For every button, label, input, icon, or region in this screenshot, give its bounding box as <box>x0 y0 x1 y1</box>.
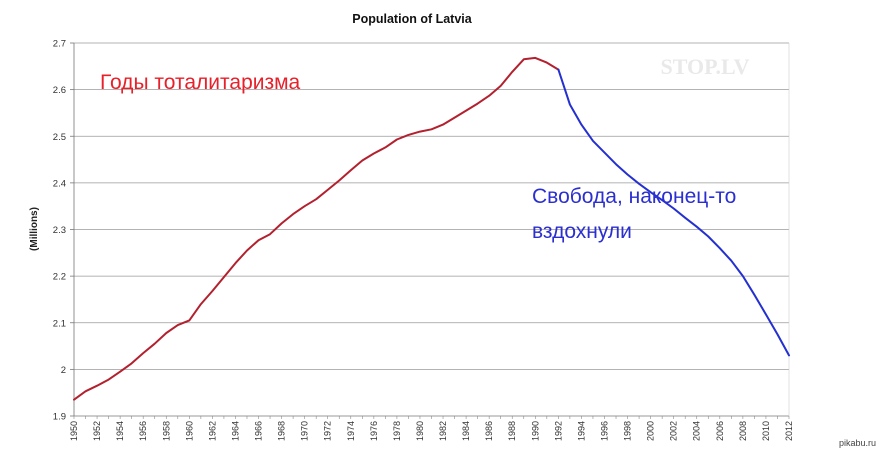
x-tick-label: 1958 <box>161 421 171 441</box>
gridlines <box>74 42 789 370</box>
chart-title: Population of Latvia <box>352 12 472 26</box>
annotation-freedom-line2: вздохнули <box>532 220 632 243</box>
x-tick-label: 1996 <box>599 421 609 441</box>
y-tick-label: 2 <box>61 365 66 376</box>
x-tick-label: 1994 <box>576 421 586 441</box>
x-tick-label: 1970 <box>300 421 310 441</box>
y-tick-label: 2.1 <box>53 318 66 329</box>
series-lines <box>73 56 790 401</box>
y-tick-labels: 1.9 2 2.1 2.2 2.3 2.4 2.5 2.6 2.7 <box>53 39 66 423</box>
x-tick-label: 2006 <box>715 421 725 441</box>
y-axis-label: (Millions) <box>29 207 40 251</box>
axes <box>70 42 790 419</box>
x-tick-label: 2002 <box>669 421 679 441</box>
x-tick-label: 1998 <box>623 421 633 441</box>
x-tick-label: 1992 <box>553 421 563 441</box>
x-tick-label: 1984 <box>461 421 471 441</box>
y-tick-label: 2.2 <box>53 272 66 283</box>
x-tick-label: 1960 <box>184 421 194 441</box>
x-tick-label: 2000 <box>646 421 656 441</box>
x-tick-label: 1980 <box>415 421 425 441</box>
series-line-2 <box>557 68 790 357</box>
watermark-text: STOP.LV <box>660 54 749 79</box>
x-tick-label: 1950 <box>69 421 79 441</box>
x-tick-label: 1952 <box>92 421 102 441</box>
annotation-freedom-line1: Свобода, наконец-то <box>532 185 736 208</box>
x-tick-label: 2012 <box>784 421 794 441</box>
y-tick-label: 2.6 <box>53 85 66 96</box>
x-tick-labels: 1950 1952 1954 1956 1958 1960 1962 1964 1966 1968… <box>69 421 794 441</box>
y-tick-label: 2.7 <box>53 39 66 50</box>
x-tick-label: 1954 <box>115 421 125 441</box>
x-tick-label: 2010 <box>761 421 771 441</box>
x-tick-label: 1956 <box>138 421 148 441</box>
series-line-1 <box>73 56 560 401</box>
x-tick-label: 1988 <box>507 421 517 441</box>
annotation-totalitarian: Годы тоталитаризма <box>100 71 301 94</box>
x-tick-label: 2004 <box>692 421 702 441</box>
x-tick-label: 2008 <box>738 421 748 441</box>
x-tick-label: 1982 <box>438 421 448 441</box>
x-tick-label: 1978 <box>392 421 402 441</box>
x-tick-label: 1976 <box>369 421 379 441</box>
x-tick-label: 1968 <box>277 421 287 441</box>
x-tick-label: 1990 <box>530 421 540 441</box>
y-tick-label: 2.4 <box>53 178 66 189</box>
x-tick-label: 1986 <box>484 421 494 441</box>
x-tick-label: 1964 <box>230 421 240 441</box>
y-tick-label: 2.5 <box>53 132 66 143</box>
x-tick-label: 1966 <box>254 421 264 441</box>
y-tick-label: 2.3 <box>53 225 66 236</box>
x-tick-label: 1974 <box>346 421 356 441</box>
source-label: pikabu.ru <box>839 438 876 448</box>
y-tick-label: 1.9 <box>53 412 66 423</box>
x-tick-label: 1972 <box>323 421 333 441</box>
x-tick-label: 1962 <box>207 421 217 441</box>
